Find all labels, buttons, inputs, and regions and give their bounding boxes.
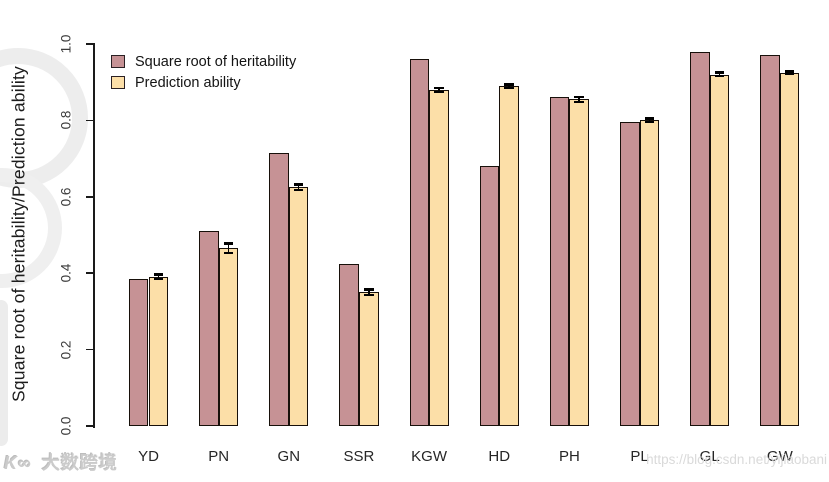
y-axis-line xyxy=(93,44,95,428)
y-tick-0.6 xyxy=(86,196,95,198)
bar-heritability-GN xyxy=(269,152,289,426)
x-label-KGW: KGW xyxy=(411,448,448,465)
x-label-SSR: SSR xyxy=(343,448,375,465)
error-bar-stem-PL xyxy=(648,118,651,122)
error-bar-cap-top-GN xyxy=(293,183,304,186)
error-bar-cap-top-PH xyxy=(574,95,584,99)
y-tick-label-0.4: 0.4 xyxy=(58,263,74,283)
x-label-HD: HD xyxy=(488,448,511,465)
y-tick-label-0.8: 0.8 xyxy=(58,111,74,130)
watermark-site-logo: K∞ 大数跨境 xyxy=(4,449,118,475)
x-label-GL: GL xyxy=(699,448,720,465)
legend-swatch-heritability xyxy=(111,55,125,68)
bar-prediction-YD xyxy=(148,277,169,426)
legend-item-heritability: Square root of heritability xyxy=(111,51,296,72)
bar-heritability-YD xyxy=(128,278,149,426)
bar-prediction-PN xyxy=(218,248,239,426)
bar-prediction-GW xyxy=(779,72,800,426)
y-tick-label-0.2: 0.2 xyxy=(58,340,74,359)
bar-heritability-PN xyxy=(199,231,219,426)
x-label-GN: GN xyxy=(277,448,301,465)
error-bar-stem-KGW xyxy=(438,87,440,92)
bar-prediction-PL xyxy=(639,120,660,426)
y-axis-title: Square root of heritability/Prediction a… xyxy=(8,65,29,403)
error-bar-stem-SSR xyxy=(367,289,370,295)
legend-label-heritability: Square root of heritability xyxy=(135,53,297,70)
bar-prediction-HD xyxy=(499,86,519,426)
x-label-YD: YD xyxy=(138,448,159,465)
y-tick-0.0 xyxy=(86,425,95,427)
error-bar-cap-top-PL xyxy=(644,117,655,121)
bar-heritability-PL xyxy=(619,122,640,426)
error-bar-cap-top-PN xyxy=(223,242,234,245)
error-bar-stem-GL xyxy=(718,72,721,77)
error-bar-cap-top-HD xyxy=(504,83,514,86)
bar-heritability-PH xyxy=(549,97,570,426)
y-tick-0.4 xyxy=(86,272,95,274)
bar-heritability-SSR xyxy=(339,263,359,426)
legend-label-prediction: Prediction ability xyxy=(135,74,241,91)
error-bar-cap-bottom-GN xyxy=(293,188,304,191)
bar-prediction-GN xyxy=(288,187,309,426)
error-bar-cap-top-SSR xyxy=(363,288,374,292)
x-label-PL: PL xyxy=(630,448,649,465)
y-tick-label-1.0: 1.0 xyxy=(58,34,74,54)
bar-heritability-GL xyxy=(690,51,710,426)
watermark-logo-icon: K∞ xyxy=(4,453,32,473)
error-bar-stem-YD xyxy=(157,274,160,280)
legend-item-prediction: Prediction ability xyxy=(111,72,296,93)
watermark-bar xyxy=(0,300,8,446)
x-label-PN: PN xyxy=(208,448,230,465)
error-bar-cap-bottom-GW xyxy=(784,73,795,76)
y-tick-label-0.6: 0.6 xyxy=(58,187,74,207)
x-label-GW: GW xyxy=(766,448,793,465)
bar-prediction-KGW xyxy=(429,89,449,426)
bar-heritability-HD xyxy=(479,166,500,426)
y-tick-1.0 xyxy=(86,43,95,45)
error-bar-stem-PN xyxy=(227,243,230,254)
error-bar-cap-bottom-KGW xyxy=(434,90,444,93)
error-bar-cap-top-YD xyxy=(153,273,164,277)
legend-swatch-prediction xyxy=(111,76,125,89)
y-tick-0.2 xyxy=(86,348,95,351)
bar-prediction-PH xyxy=(569,99,589,426)
error-bar-cap-bottom-PN xyxy=(223,252,234,255)
error-bar-stem-GW xyxy=(788,71,791,75)
error-bar-cap-bottom-SSR xyxy=(363,293,374,296)
x-label-PH: PH xyxy=(558,448,580,465)
y-tick-label-0.0: 0.0 xyxy=(58,416,74,436)
legend: Square root of heritability Prediction a… xyxy=(111,51,296,93)
error-bar-stem-GN xyxy=(297,184,300,190)
error-bar-cap-bottom-PL xyxy=(644,120,655,123)
error-bar-cap-bottom-YD xyxy=(153,278,164,281)
error-bar-cap-top-GL xyxy=(714,71,725,75)
error-bar-cap-bottom-PH xyxy=(574,100,584,103)
bar-prediction-GL xyxy=(709,74,730,426)
error-bar-stem-PH xyxy=(578,97,580,102)
bar-heritability-KGW xyxy=(409,59,430,426)
bar-heritability-GW xyxy=(760,55,780,426)
bar-prediction-SSR xyxy=(358,292,379,426)
watermark-logo-text: 大数跨境 xyxy=(41,453,118,473)
error-bar-cap-top-GW xyxy=(784,69,795,73)
y-tick-0.8 xyxy=(86,119,95,122)
error-bar-cap-top-KGW xyxy=(434,86,444,90)
error-bar-cap-bottom-GL xyxy=(714,75,725,78)
error-bar-cap-bottom-HD xyxy=(504,86,514,89)
watermark-url: https://blog.csdn.net/yijiaobani xyxy=(646,452,827,467)
error-bar-stem-HD xyxy=(508,84,510,88)
